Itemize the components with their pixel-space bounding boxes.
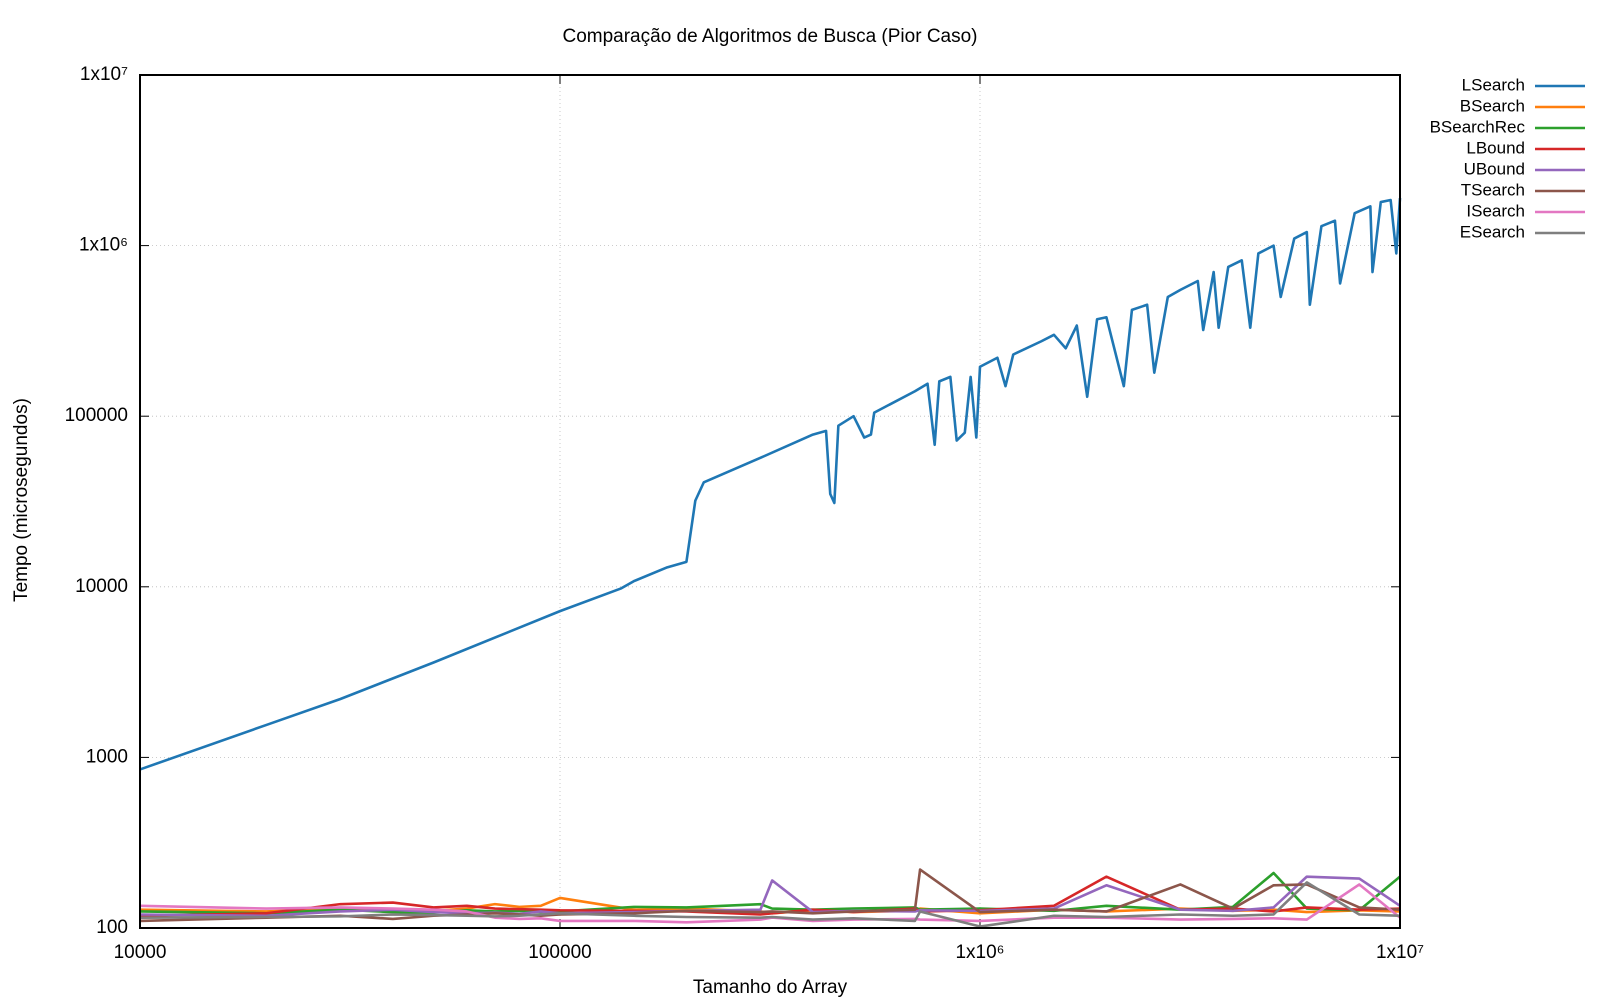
y-tick-label: 1x10⁶ [79,235,128,256]
y-axis-label: Tempo (microsegundos) [11,398,32,602]
y-tick-label: 1000 [86,746,128,767]
x-tick-label: 1x10⁷ [1376,942,1424,963]
y-tick-label: 100 [96,917,128,938]
series-line [139,875,1401,918]
legend-label: ISearch [1466,201,1525,220]
x-tick-label: 1x10⁶ [955,942,1004,963]
legend-label: BSearch [1460,96,1525,115]
legend-label: LBound [1466,138,1525,157]
chart-title: Comparação de Algoritmos de Busca (Pior … [562,26,977,47]
y-tick-label: 1x10⁷ [80,64,128,85]
x-tick-label: 100000 [528,942,591,963]
legend-label: BSearchRec [1430,117,1526,136]
y-tick-label: 100000 [65,405,128,426]
plot-border [139,74,1401,929]
legend-label: ESearch [1460,222,1525,241]
series-line [139,875,1401,918]
y-tick-label: 10000 [75,576,128,597]
legend-label: LSearch [1462,75,1525,94]
x-axis-label: Tamanho do Array [693,977,848,998]
series-line [139,197,1402,771]
legend-label: TSearch [1461,180,1525,199]
legend-label: UBound [1464,159,1525,178]
x-tick-label: 10000 [114,942,167,963]
series-line [139,881,1401,928]
